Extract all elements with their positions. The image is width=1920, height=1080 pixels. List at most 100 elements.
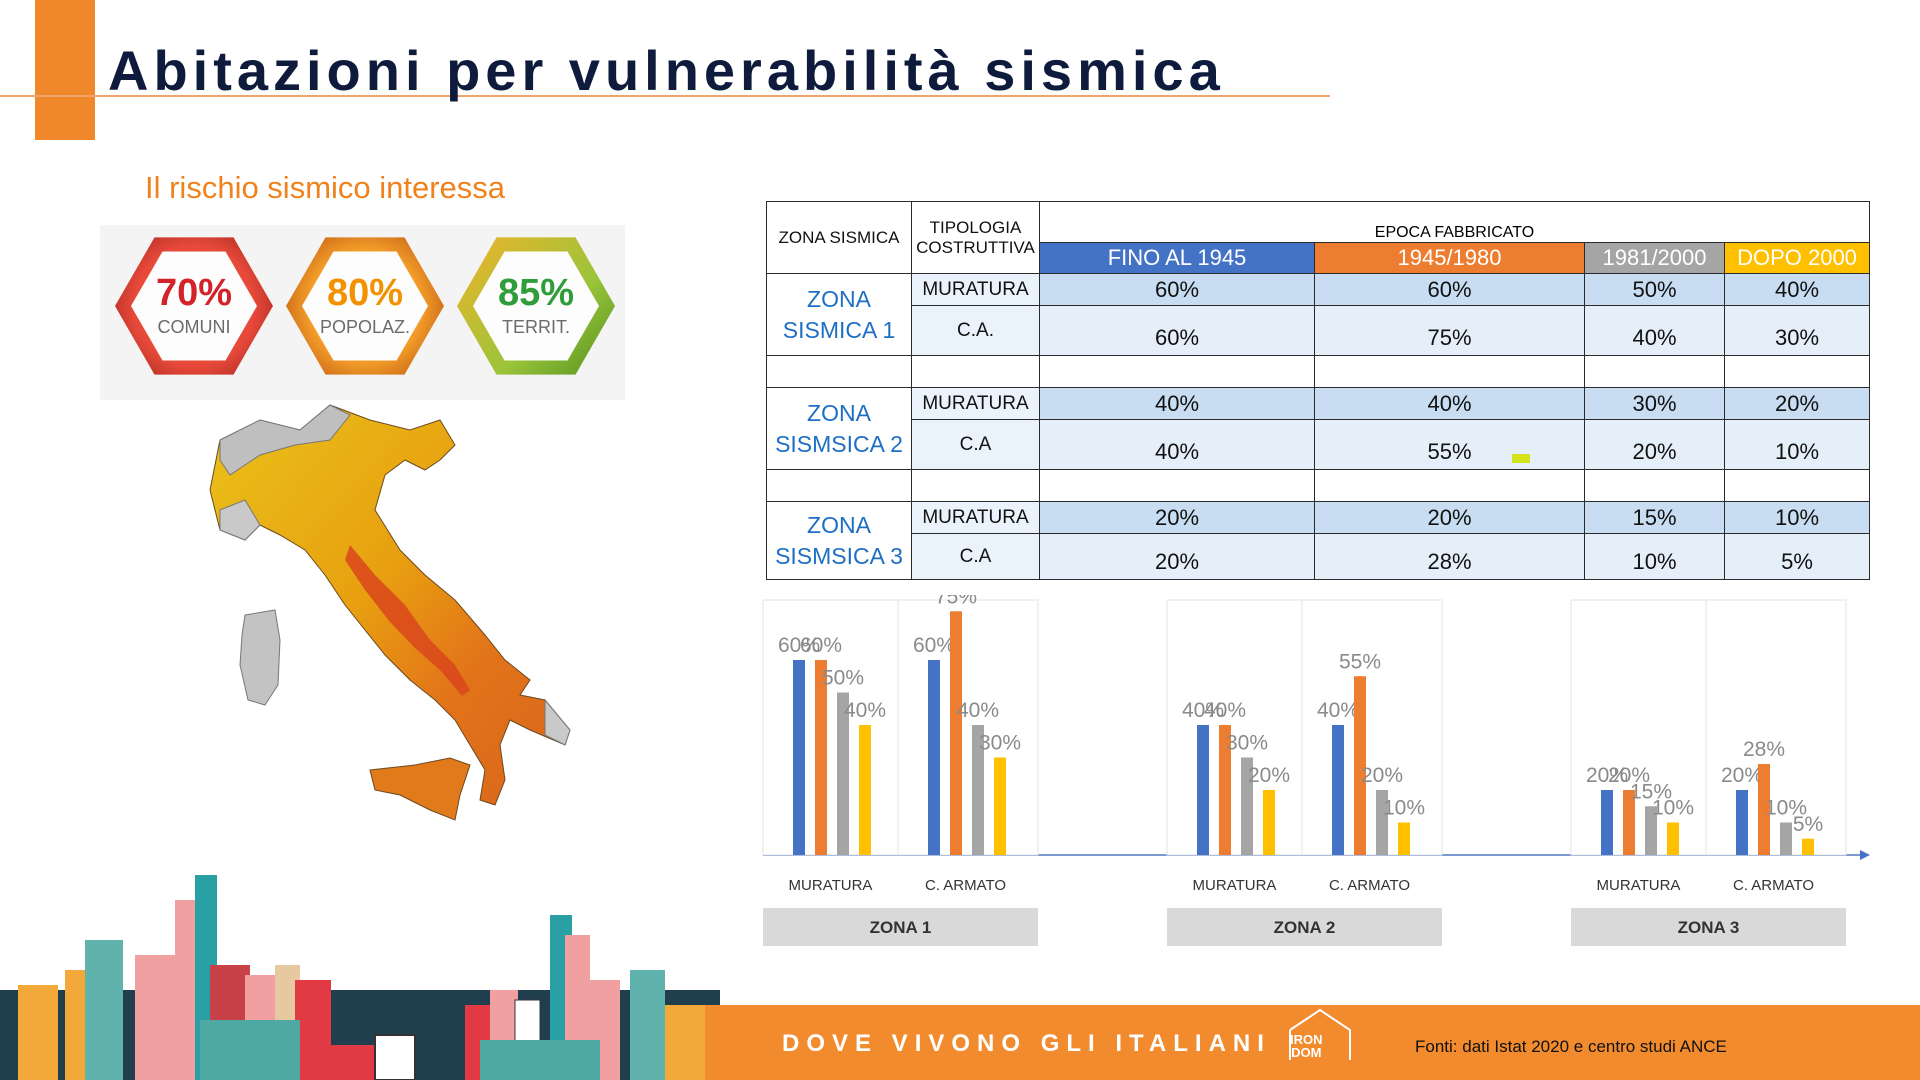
zone-3-label: ZONA SISMSICA 3 bbox=[766, 501, 912, 580]
zone-1-label: ZONA SISMICA 1 bbox=[766, 273, 912, 356]
value-cell: 20% bbox=[1584, 419, 1725, 470]
stat-territorio: 85% TERRIT. bbox=[457, 233, 615, 379]
value-cell: 20% bbox=[1039, 533, 1315, 580]
bar-value-label: 30% bbox=[979, 732, 1021, 755]
value-cell: 40% bbox=[1314, 387, 1585, 420]
tipologia-cell: C.A. bbox=[911, 305, 1040, 356]
value-cell: 28% bbox=[1314, 533, 1585, 580]
bar bbox=[1332, 725, 1344, 855]
zone-label-box bbox=[763, 908, 1038, 946]
header-tipologia: TIPOLOGIA COSTRUTTIVA bbox=[911, 201, 1040, 274]
bar-value-label: 30% bbox=[1226, 732, 1268, 755]
bar-value-label: 28% bbox=[1743, 738, 1785, 761]
value-cell: 20% bbox=[1314, 501, 1585, 534]
value-cell: 10% bbox=[1724, 419, 1870, 470]
bar bbox=[1758, 764, 1770, 855]
bar bbox=[1241, 757, 1253, 855]
value-cell: 30% bbox=[1584, 387, 1725, 420]
value-cell: 40% bbox=[1584, 305, 1725, 356]
bar-value-label: 5% bbox=[1793, 813, 1823, 836]
bar-value-label: 55% bbox=[1339, 650, 1381, 673]
title-underline bbox=[0, 95, 1330, 97]
zone-label: ZONA 1 bbox=[870, 918, 932, 937]
value-cell: 5% bbox=[1724, 533, 1870, 580]
logo-line2: DOM bbox=[1291, 1045, 1322, 1060]
bar-value-label: 40% bbox=[957, 699, 999, 722]
bar bbox=[1736, 790, 1748, 855]
city-skyline-illustration bbox=[0, 875, 720, 1080]
tipologia-cell: MURATURA bbox=[911, 501, 1040, 534]
bar bbox=[1623, 790, 1635, 855]
stat-label: POPOLAZ. bbox=[319, 317, 411, 337]
stat-value: 70% bbox=[155, 272, 233, 314]
bar-value-label: 10% bbox=[1652, 797, 1694, 820]
chart-panel bbox=[1166, 599, 1443, 856]
bar bbox=[950, 611, 962, 855]
bar bbox=[837, 692, 849, 855]
stat-popolazione: 80% POPOLAZ. bbox=[286, 233, 444, 379]
vulnerability-table: ZONA SISMICA TIPOLOGIA COSTRUTTIVA EPOCA… bbox=[766, 201, 1870, 580]
header-epoca: EPOCA FABBRICATO bbox=[1039, 201, 1870, 243]
spacer-row bbox=[766, 469, 1870, 502]
header-tipologia-line1: TIPOLOGIA bbox=[929, 217, 1022, 237]
stat-value: 85% bbox=[497, 272, 575, 314]
value-cell: 40% bbox=[1039, 419, 1315, 470]
bar bbox=[1197, 725, 1209, 855]
axis-arrow bbox=[1860, 850, 1870, 860]
value-cell: 50% bbox=[1584, 273, 1725, 306]
bar-value-label: 40% bbox=[844, 699, 886, 722]
tipologia-cell: MURATURA bbox=[911, 387, 1040, 420]
value-cell: 60% bbox=[1314, 273, 1585, 306]
irondom-logo: IRON DOM bbox=[1290, 1033, 1323, 1059]
bar-value-label: 20% bbox=[1586, 764, 1628, 787]
category-label: MURATURA bbox=[1597, 877, 1681, 894]
bar bbox=[1376, 790, 1388, 855]
value-text: 55% bbox=[1427, 439, 1472, 464]
category-label: MURATURA bbox=[789, 877, 873, 894]
value-cell: 15% bbox=[1584, 501, 1725, 534]
bar-value-label: 20% bbox=[1608, 764, 1650, 787]
value-cell: 20% bbox=[1039, 501, 1315, 534]
bar bbox=[928, 660, 940, 855]
bar-value-label: 60% bbox=[778, 634, 820, 657]
category-label: C. ARMATO bbox=[1329, 877, 1410, 894]
bar-value-label: 40% bbox=[1182, 699, 1224, 722]
logo-line1: IRON bbox=[1290, 1032, 1323, 1047]
bar-value-label: 60% bbox=[913, 634, 955, 657]
category-label: C. ARMATO bbox=[1733, 877, 1814, 894]
bar bbox=[859, 725, 871, 855]
bar bbox=[994, 757, 1006, 855]
bar bbox=[1802, 838, 1814, 855]
footer-bar bbox=[705, 1005, 1920, 1080]
bar bbox=[815, 660, 827, 855]
bar bbox=[1780, 822, 1792, 855]
header-era-3: 1981/2000 bbox=[1584, 242, 1725, 274]
zone-line1: ZONA bbox=[807, 399, 871, 426]
value-cell: 60% bbox=[1039, 273, 1315, 306]
bar-value-label: 10% bbox=[1383, 797, 1425, 820]
stat-label: COMUNI bbox=[157, 317, 231, 337]
zone-2-label: ZONA SISMSICA 2 bbox=[766, 387, 912, 470]
zone-label: ZONA 2 bbox=[1274, 918, 1336, 937]
zone-line1: ZONA bbox=[807, 285, 871, 312]
italy-seismic-map bbox=[209, 404, 571, 821]
bar bbox=[1667, 822, 1679, 855]
bar-value-label: 20% bbox=[1248, 764, 1290, 787]
highlight-marker bbox=[1512, 454, 1530, 463]
zone-line1: ZONA bbox=[807, 511, 871, 538]
stat-value: 80% bbox=[326, 272, 404, 314]
value-cell: 55% bbox=[1314, 419, 1585, 470]
tipologia-cell: C.A bbox=[911, 533, 1040, 580]
bar bbox=[1645, 806, 1657, 855]
header-zona: ZONA SISMICA bbox=[766, 201, 912, 274]
stat-comuni: 70% COMUNI bbox=[115, 233, 273, 379]
chart-panel bbox=[1570, 599, 1847, 856]
title-accent-block bbox=[35, 0, 95, 140]
bar-value-label: 50% bbox=[822, 667, 864, 690]
bar bbox=[1601, 790, 1613, 855]
zone-line2: SISMSICA 2 bbox=[775, 430, 903, 457]
bar bbox=[1398, 822, 1410, 855]
zone-label-box bbox=[1167, 908, 1442, 946]
value-cell: 75% bbox=[1314, 305, 1585, 356]
